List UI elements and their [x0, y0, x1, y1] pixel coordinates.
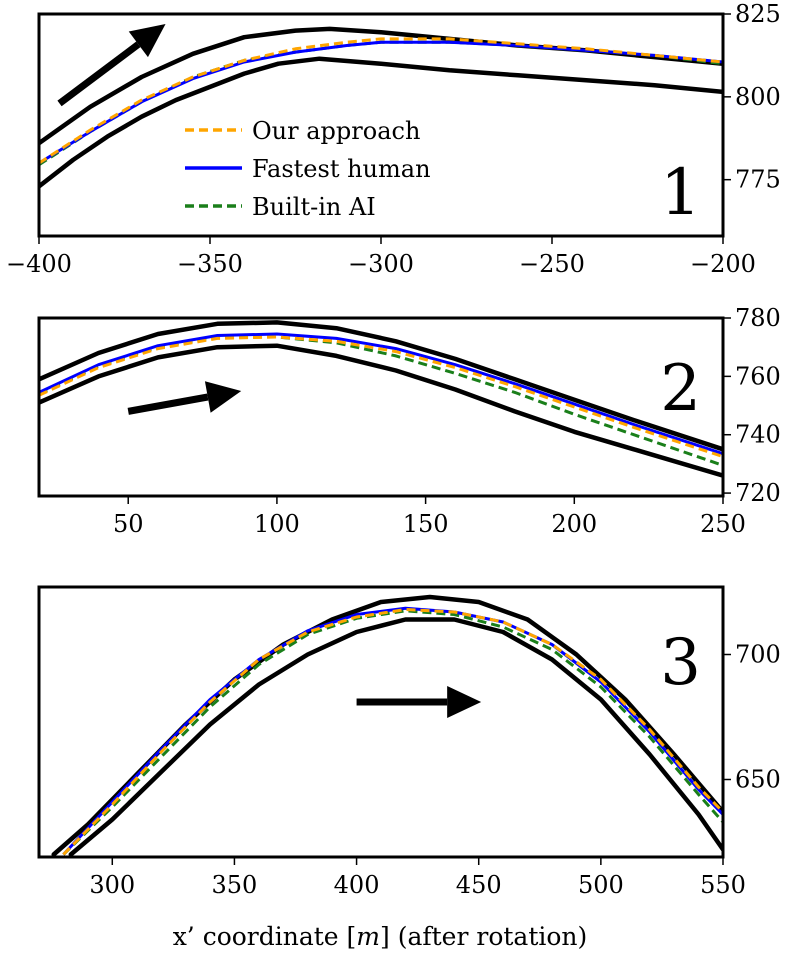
- chart-panel-2: 50 100 150 200 250 720 740 760 780 2: [37, 304, 781, 538]
- y-tick-label: 760: [735, 362, 781, 390]
- track-outer-edge-line: [39, 320, 723, 452]
- y-tick-label: 825: [735, 0, 781, 28]
- chart-panel-3: 300 350 400 450 500 550 650 700 3: [37, 585, 781, 899]
- direction-arrow-icon: [57, 23, 166, 107]
- x-tick-label: 200: [551, 510, 597, 538]
- series-line-our-approach: [39, 37, 723, 165]
- x-tick-label: 50: [113, 510, 144, 538]
- direction-arrow-icon: [127, 381, 242, 415]
- legend-label: Fastest human: [252, 155, 431, 183]
- direction-arrow-icon: [356, 686, 482, 718]
- plot-area: [39, 320, 723, 478]
- y-tick-label: 780: [735, 304, 781, 332]
- y-tick-label: 650: [735, 766, 781, 794]
- x-tick-label: 250: [700, 510, 746, 538]
- x-tick-label: 350: [212, 871, 258, 899]
- track-inner-edge-line: [39, 56, 723, 189]
- series-line-built-in-ai: [62, 609, 723, 856]
- y-tick-label: 775: [735, 166, 781, 194]
- series-line-our-approach: [39, 335, 723, 459]
- legend: Our approach Fastest human Built-in AI: [185, 117, 431, 221]
- chart-panel-1: −400 −350 −300 −250 −200 775 800 825 1: [6, 0, 781, 278]
- x-tick-label: 400: [334, 871, 380, 899]
- x-tick-label: −350: [177, 250, 243, 278]
- x-tick-label: −300: [348, 250, 414, 278]
- x-axis-label-unit: m: [356, 922, 380, 951]
- series-line-fastest-human: [39, 332, 723, 456]
- x-tick-label: 450: [456, 871, 502, 899]
- x-tick-label: −200: [690, 250, 756, 278]
- x-axis-label-suffix: ] (after rotation): [380, 922, 587, 951]
- legend-label: Built-in AI: [252, 193, 376, 221]
- plot-frame: [37, 585, 725, 859]
- plot-area: [39, 26, 723, 189]
- panel-number-label: 1: [660, 156, 701, 230]
- y-tick-label: 740: [735, 421, 781, 449]
- x-tick-label: 100: [254, 510, 300, 538]
- x-tick-label: 500: [578, 871, 624, 899]
- x-tick-label: 150: [403, 510, 449, 538]
- legend-label: Our approach: [252, 117, 420, 145]
- panel-number-label: 3: [660, 626, 701, 700]
- x-tick-label: −400: [6, 250, 72, 278]
- x-tick-label: −250: [519, 250, 585, 278]
- series-line-fastest-human: [62, 606, 723, 856]
- track-inner-edge-line: [68, 617, 723, 857]
- plot-frame: [37, 316, 725, 498]
- x-axis-label-prefix: x’ coordinate [: [173, 922, 357, 951]
- panel-number-label: 2: [660, 352, 701, 426]
- x-tick-label: 550: [700, 871, 746, 899]
- x-axis-label: x’ coordinate [m] (after rotation): [173, 922, 588, 951]
- y-tick-label: 700: [735, 641, 781, 669]
- track-inner-edge-line: [39, 343, 723, 478]
- plot-area: [51, 594, 723, 857]
- y-tick-label: 800: [735, 83, 781, 111]
- x-tick-label: 300: [89, 871, 135, 899]
- series-line-our-approach: [62, 608, 723, 856]
- y-tick-label: 720: [735, 479, 781, 507]
